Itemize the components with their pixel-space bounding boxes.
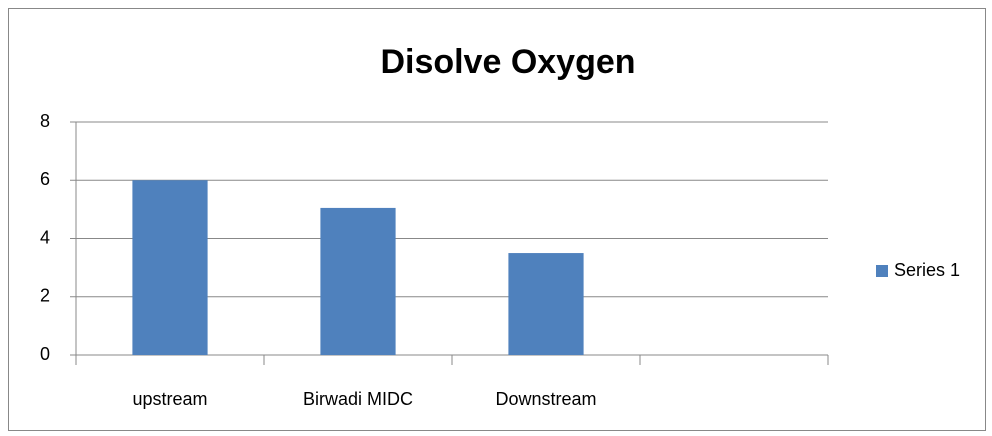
x-tick-label: Downstream [495, 389, 596, 409]
y-tick-label: 6 [40, 169, 50, 189]
chart-title: Disolve Oxygen [380, 43, 635, 81]
y-tick-label: 4 [40, 227, 50, 247]
bar [320, 207, 396, 355]
x-tick-label: upstream [132, 389, 207, 409]
y-tick-label: 2 [40, 286, 50, 306]
bar [132, 180, 208, 355]
y-tick-label: 0 [40, 344, 50, 364]
bar [508, 253, 584, 355]
x-tick-label: Birwadi MIDC [303, 389, 413, 409]
legend-label: Series 1 [894, 260, 960, 280]
legend-swatch [876, 265, 888, 277]
y-tick-label: 8 [40, 111, 50, 131]
